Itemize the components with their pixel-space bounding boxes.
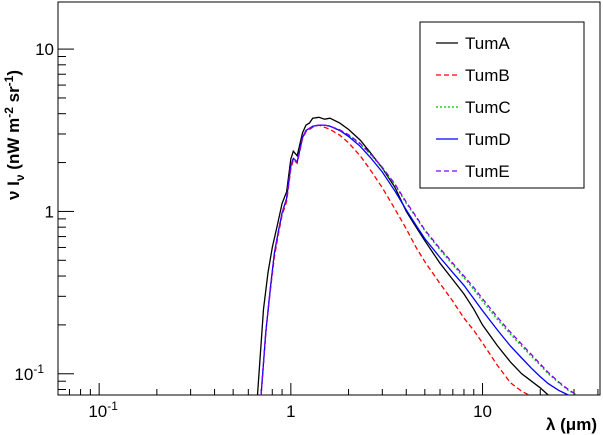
series-lines <box>256 116 578 396</box>
legend-label-tume: TumE <box>465 162 510 181</box>
legend-items: TumA TumB TumC TumD TumE <box>436 34 511 181</box>
x-tick-label: 1 <box>286 402 295 421</box>
legend-label-tumb: TumB <box>465 66 510 85</box>
series-line-tumb <box>260 124 530 396</box>
legend-label-tuma: TumA <box>465 34 510 53</box>
y-axis-label: ν Iν (nW m-2 sr-1) <box>2 70 27 200</box>
legend-box <box>419 21 585 189</box>
legend: TumA TumB TumC TumD TumE <box>419 21 585 189</box>
x-axis-label: λ (μm) <box>546 415 597 434</box>
series-line-tuma <box>256 116 549 396</box>
y-tick-label: 1 <box>45 202 54 221</box>
plot-area-border <box>57 1 601 396</box>
legend-label-tumd: TumD <box>465 130 511 149</box>
plot-frame <box>57 1 601 396</box>
y-tick-label: 10 <box>35 40 54 59</box>
x-tick-label: 10 <box>473 402 492 421</box>
series-line-tume <box>260 124 578 396</box>
legend-label-tumc: TumC <box>465 98 511 117</box>
